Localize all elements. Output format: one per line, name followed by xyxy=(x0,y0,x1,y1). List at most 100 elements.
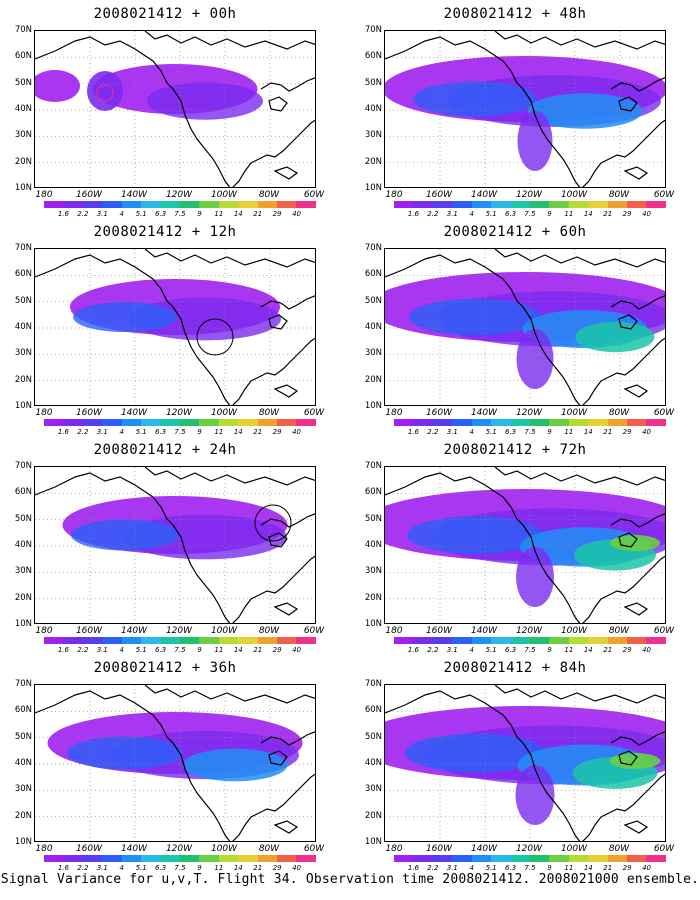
longitude-label: 120W xyxy=(515,408,543,418)
panel-title: 2008021412 + 84h xyxy=(443,660,587,676)
colorbar-label: 6.3 xyxy=(504,210,517,218)
map-panel: 2008021412 + 00h 70N 60N 50N 40N 30N 20N 10N 180… xyxy=(0,0,330,218)
colorbar-label: 14 xyxy=(233,646,243,654)
colorbar xyxy=(44,637,316,644)
colorbar-swatch xyxy=(394,637,414,644)
colorbar-label: 1.6 xyxy=(407,646,419,654)
longitude-label: 80W xyxy=(608,626,630,636)
colorbar-swatch xyxy=(413,201,433,208)
coastline xyxy=(610,77,665,92)
latitude-label: 60N xyxy=(14,269,32,280)
latitude-label: 50N xyxy=(14,513,32,524)
colorbar-label: 3.1 xyxy=(446,646,458,654)
latitude-label: 60N xyxy=(14,705,32,716)
colorbar-swatch xyxy=(627,637,647,644)
colorbar-label: 9 xyxy=(197,646,202,654)
colorbar-swatch xyxy=(627,201,647,208)
colorbar-label: 5.1 xyxy=(135,646,147,654)
longitude-label: 60W xyxy=(653,190,675,200)
longitude-label: 120W xyxy=(515,844,543,854)
colorbar-swatch xyxy=(529,201,550,208)
coastline xyxy=(582,119,665,187)
longitude-label: 160W xyxy=(425,408,453,418)
longitude-label: 100W xyxy=(210,844,238,854)
variance-contour xyxy=(527,93,643,129)
colorbar-swatch xyxy=(102,637,122,644)
longitude-label: 100W xyxy=(560,408,588,418)
colorbar-swatch xyxy=(63,637,83,644)
colorbar-label: 1.6 xyxy=(57,428,69,436)
colorbar-swatch xyxy=(471,855,492,862)
colorbar-label: 14 xyxy=(233,864,243,872)
longitude-label: 60W xyxy=(653,626,675,636)
longitude-label: 100W xyxy=(210,626,238,636)
colorbar-swatch xyxy=(82,637,103,644)
colorbar-swatch xyxy=(510,419,530,426)
latitude-label: 20N xyxy=(364,374,382,385)
colorbar-label: 21 xyxy=(253,864,263,872)
latitude-label: 10N xyxy=(14,401,32,411)
colorbar-swatch xyxy=(394,201,414,208)
colorbar-swatch xyxy=(121,855,142,862)
colorbar-label: 4 xyxy=(119,428,124,436)
colorbar-swatch xyxy=(44,201,64,208)
colorbar-swatch xyxy=(82,419,103,426)
longitude-label: 160W xyxy=(75,626,103,636)
latitude-label: 40N xyxy=(364,540,382,550)
observation-circle xyxy=(196,318,234,356)
latitude-label: 10N xyxy=(364,837,382,847)
latitude-label: 30N xyxy=(364,130,382,141)
latitude-label: 40N xyxy=(364,104,382,114)
colorbar-swatch xyxy=(549,637,569,644)
colorbar-label: 21 xyxy=(253,210,263,218)
latitude-label: 70N xyxy=(364,461,382,471)
longitude-label: 60W xyxy=(303,844,325,854)
variance-contour xyxy=(413,81,537,117)
variance-contour xyxy=(405,733,545,773)
variance-contour xyxy=(516,329,554,389)
colorbar-label: 9 xyxy=(197,864,202,872)
colorbar-label: 4 xyxy=(469,428,474,436)
colorbar-swatch xyxy=(607,419,628,426)
colorbar-label: 9 xyxy=(197,428,202,436)
colorbar-swatch xyxy=(218,637,239,644)
colorbar-label: 7.5 xyxy=(174,646,186,654)
colorbar-swatch xyxy=(568,419,589,426)
latitude-label: 20N xyxy=(364,810,382,821)
colorbar-swatch xyxy=(471,419,492,426)
colorbar-label: 9 xyxy=(547,864,552,872)
map-area xyxy=(34,466,316,624)
colorbar-swatch xyxy=(141,637,161,644)
colorbar-swatch xyxy=(238,201,258,208)
colorbar-label: 1.6 xyxy=(57,210,69,218)
colorbar-label: 2.2 xyxy=(77,864,89,872)
coastline xyxy=(494,467,665,486)
coastline xyxy=(260,295,315,310)
latitude-label: 10N xyxy=(14,619,32,629)
latitude-label: 20N xyxy=(364,592,382,603)
longitude-label: 60W xyxy=(303,408,325,418)
longitude-label: 80W xyxy=(258,190,280,200)
colorbar-swatch xyxy=(452,419,472,426)
longitude-label: 160W xyxy=(75,190,103,200)
colorbar-label: 40 xyxy=(292,646,302,654)
longitude-label: 140W xyxy=(470,190,498,200)
latitude-label: 50N xyxy=(14,295,32,306)
longitude-label: 120W xyxy=(515,626,543,636)
colorbar-swatch xyxy=(646,637,666,644)
colorbar-label: 40 xyxy=(292,210,302,218)
colorbar-label: 29 xyxy=(272,428,282,436)
colorbar-label: 3.1 xyxy=(96,210,108,218)
coastline xyxy=(385,472,581,623)
colorbar-swatch xyxy=(102,201,122,208)
latitude-label: 70N xyxy=(364,679,382,689)
latitude-label: 10N xyxy=(14,183,32,193)
colorbar-swatch xyxy=(141,201,161,208)
colorbar-swatch xyxy=(529,855,550,862)
colorbar-label: 11 xyxy=(214,864,224,872)
colorbar-swatch xyxy=(257,201,278,208)
colorbar-swatch xyxy=(549,855,569,862)
latitude-label: 40N xyxy=(14,322,32,332)
colorbar-label: 14 xyxy=(233,428,243,436)
longitude-label: 140W xyxy=(470,408,498,418)
